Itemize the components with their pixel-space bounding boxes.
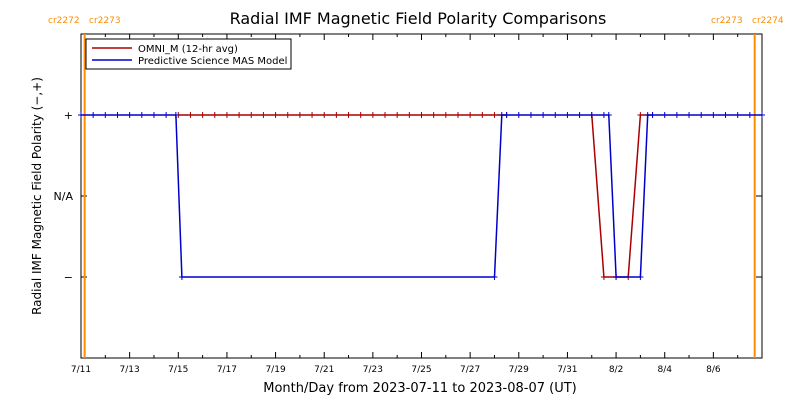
carrington-markers: cr2272 cr2273 cr2273 cr2274 — [48, 16, 784, 358]
series-layer — [78, 112, 765, 280]
data-point-model — [178, 274, 185, 280]
data-point-omni — [357, 112, 364, 118]
data-point-model — [759, 112, 765, 118]
x-tick-label: 7/17 — [217, 365, 237, 375]
data-point-omni — [187, 112, 194, 118]
data-point-omni — [236, 112, 243, 118]
data-point-model — [605, 112, 612, 118]
data-point-model — [673, 112, 680, 118]
data-point-omni — [321, 112, 328, 118]
data-point-omni — [382, 112, 389, 118]
data-point-omni — [454, 112, 461, 118]
data-point-model — [698, 112, 705, 118]
data-point-omni — [369, 112, 376, 118]
data-point-model — [150, 112, 157, 118]
data-point-model — [588, 112, 595, 118]
x-tick-label: 7/11 — [71, 365, 91, 375]
carrington-label-left: cr2273 — [711, 16, 743, 26]
data-point-model — [613, 274, 620, 280]
x-tick-label: 7/25 — [411, 365, 431, 375]
x-tick-label: 8/2 — [609, 365, 623, 375]
data-point-model — [734, 112, 741, 118]
data-point-model — [491, 274, 498, 280]
x-tick-label: 7/19 — [265, 365, 285, 375]
data-point-omni — [406, 112, 413, 118]
data-point-omni — [211, 112, 218, 118]
data-point-omni — [199, 112, 206, 118]
series-line-model — [81, 114, 762, 278]
data-point-model — [661, 112, 668, 118]
data-point-omni — [418, 112, 425, 118]
data-point-model — [527, 112, 534, 118]
data-point-model — [686, 112, 693, 118]
x-tick-label: 7/21 — [314, 365, 334, 375]
data-point-omni — [394, 112, 401, 118]
data-point-model — [172, 112, 179, 118]
data-point-omni — [442, 112, 449, 118]
data-point-omni — [248, 112, 255, 118]
data-point-omni — [223, 112, 230, 118]
data-point-model — [746, 112, 753, 118]
data-point-omni — [296, 112, 303, 118]
data-point-model — [564, 112, 571, 118]
data-point-model — [637, 274, 644, 280]
x-tick-label: 8/6 — [706, 365, 721, 375]
data-point-omni — [467, 112, 474, 118]
data-point-model — [114, 112, 121, 118]
data-point-omni — [272, 112, 279, 118]
data-point-omni — [491, 112, 498, 118]
chart-title: Radial IMF Magnetic Field Polarity Compa… — [230, 9, 607, 28]
data-point-model — [515, 112, 522, 118]
data-point-omni — [600, 274, 607, 280]
legend-label-model: Predictive Science MAS Model — [138, 56, 287, 67]
data-point-model — [540, 112, 547, 118]
x-tick-label: 7/23 — [363, 365, 383, 375]
x-tick-label: 7/13 — [120, 365, 140, 375]
x-tick-label: 7/29 — [509, 365, 529, 375]
data-point-omni — [333, 112, 340, 118]
x-tick-label: 8/4 — [657, 365, 672, 375]
legend-label-omni: OMNI_M (12-hr avg) — [138, 44, 238, 55]
carrington-label-left: cr2272 — [48, 16, 80, 26]
axes-layer: 7/11 7/13 7/15 7/17 7/19 7/21 7/23 7/25 7/27 7/29… — [54, 34, 763, 375]
data-point-model — [102, 112, 109, 118]
data-point-model — [163, 112, 170, 118]
data-point-model — [126, 112, 133, 118]
data-point-omni — [637, 112, 644, 118]
legend: OMNI_M (12-hr avg) Predictive Science MA… — [85, 38, 292, 70]
data-point-model — [552, 112, 559, 118]
data-point-omni — [479, 112, 486, 118]
data-point-omni — [345, 112, 352, 118]
data-point-omni — [309, 112, 316, 118]
y-tick-label: + — [64, 109, 73, 122]
y-axis-label: Radial IMF Magnetic Field Polarity (−,+) — [30, 77, 44, 315]
y-tick-label: N/A — [54, 190, 74, 203]
x-tick-label: 7/31 — [557, 365, 577, 375]
legend-box — [85, 38, 292, 70]
data-point-model — [78, 112, 84, 118]
carrington-label-right: cr2273 — [89, 16, 121, 26]
y-tick-label: − — [64, 271, 73, 284]
x-tick-label: 7/27 — [460, 365, 480, 375]
data-point-model — [710, 112, 717, 118]
data-point-model — [90, 112, 97, 118]
data-point-model — [138, 112, 145, 118]
carrington-label-right: cr2274 — [752, 16, 784, 26]
plot-frame — [80, 33, 763, 359]
data-point-model — [722, 112, 729, 118]
data-point-omni — [430, 112, 437, 118]
data-point-model — [576, 112, 583, 118]
x-tick-label: 7/15 — [168, 365, 188, 375]
x-axis-label: Month/Day from 2023-07-11 to 2023-08-07 … — [263, 381, 576, 396]
data-point-omni — [260, 112, 267, 118]
data-point-model — [503, 112, 510, 118]
data-point-omni — [284, 112, 291, 118]
data-point-model — [649, 112, 656, 118]
